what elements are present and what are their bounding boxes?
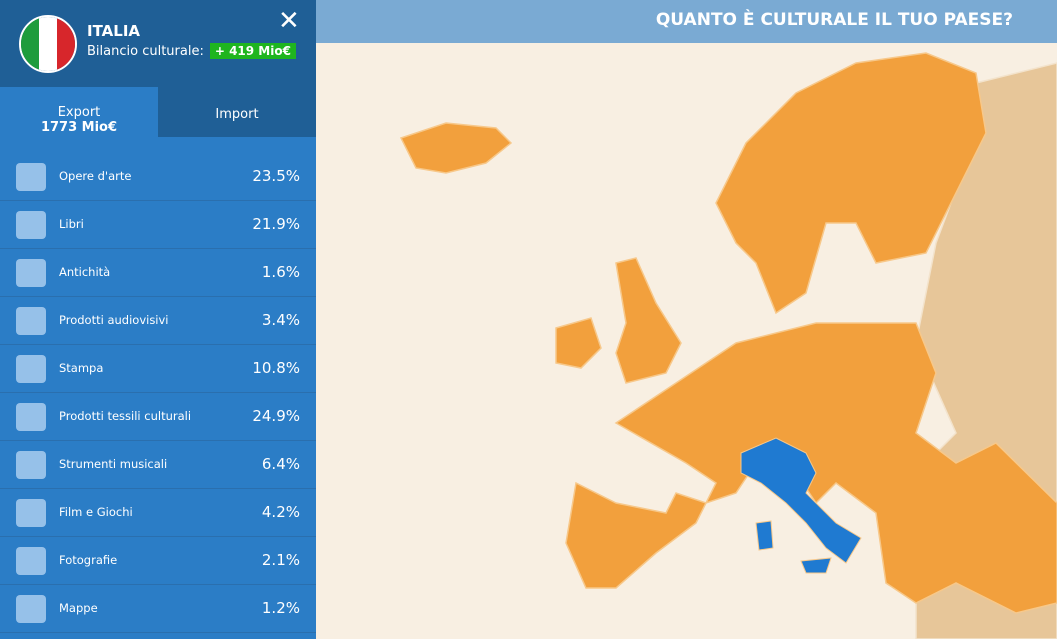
import-tab[interactable]: Import xyxy=(158,87,316,137)
category-value: 3.4% xyxy=(261,311,300,329)
category-value: 23.5% xyxy=(252,167,300,185)
title-bar: QUANTO È CULTURALE IL TUO PAESE? xyxy=(316,0,1057,43)
sicily[interactable] xyxy=(800,557,832,574)
category-label: Prodotti tessili culturali xyxy=(59,409,192,423)
balance-value: + 419 Mio€ xyxy=(209,43,296,59)
sidebar: ITALIA Bilancio culturale: + 419 Mio€ ✕ E… xyxy=(0,0,316,639)
category-icon xyxy=(16,547,46,575)
map xyxy=(399,52,1057,639)
category-value: 1.2% xyxy=(261,599,300,617)
category-label: Stampa xyxy=(59,361,104,375)
category-icon xyxy=(16,259,46,287)
category-label: Fotografie xyxy=(59,553,118,567)
category-label: Strumenti musicali xyxy=(59,457,168,471)
category-icon xyxy=(16,163,46,191)
category-row[interactable]: Prodotti tessili culturali 24.9% xyxy=(0,393,316,441)
category-row[interactable]: Libri 21.9% xyxy=(0,201,316,249)
category-value: 1.6% xyxy=(261,263,300,281)
tab-label: Export xyxy=(57,105,101,120)
category-value: 24.9% xyxy=(252,407,300,425)
italy[interactable] xyxy=(740,437,862,564)
category-icon xyxy=(16,595,46,623)
category-label: Film e Giochi xyxy=(59,505,133,519)
category-label: Antichità xyxy=(59,265,111,279)
category-label: Prodotti audiovisivi xyxy=(59,313,169,327)
category-value: 21.9% xyxy=(252,215,300,233)
category-label: Libri xyxy=(59,217,84,231)
category-value: 2.1% xyxy=(261,551,300,569)
category-row[interactable]: Mappe 1.2% xyxy=(0,585,316,633)
tab-label: Import xyxy=(215,107,259,122)
category-label: Opere d'arte xyxy=(59,169,132,183)
region xyxy=(555,317,602,369)
balance: Bilancio culturale: + 419 Mio€ xyxy=(87,43,296,59)
category-row[interactable]: Film e Giochi 4.2% xyxy=(0,489,316,537)
sardinia[interactable] xyxy=(755,520,774,551)
category-icon xyxy=(16,403,46,431)
category-icon xyxy=(16,451,46,479)
region xyxy=(715,52,987,315)
category-icon xyxy=(16,355,46,383)
category-icon xyxy=(16,307,46,335)
category-label: Mappe xyxy=(59,601,98,615)
category-icon xyxy=(16,499,46,527)
category-list: Opere d'arte 23.5% Libri 21.9% Antichità 1.6%… xyxy=(0,153,316,633)
balance-label: Bilancio culturale: xyxy=(87,44,204,59)
category-icon xyxy=(16,211,46,239)
tab-total: 1773 Mio€ xyxy=(40,120,118,135)
category-row[interactable]: Stampa 10.8% xyxy=(0,345,316,393)
category-row[interactable]: Opere d'arte 23.5% xyxy=(0,153,316,201)
export-tab[interactable]: Export 1773 Mio€ xyxy=(0,87,158,137)
category-row[interactable]: Strumenti musicali 6.4% xyxy=(0,441,316,489)
category-row[interactable]: Antichità 1.6% xyxy=(0,249,316,297)
country: ITALIA xyxy=(87,22,141,40)
category-row[interactable]: Fotografie 2.1% xyxy=(0,537,316,585)
flag xyxy=(19,15,77,73)
category-value: 4.2% xyxy=(261,503,300,521)
region xyxy=(399,122,513,174)
category-row[interactable]: Prodotti audiovisivi 3.4% xyxy=(0,297,316,345)
tabs: Export 1773 Mio€ Import xyxy=(0,87,316,137)
category-value: 6.4% xyxy=(261,455,300,473)
region xyxy=(615,257,682,384)
category-value: 10.8% xyxy=(252,359,300,377)
close-button[interactable]: ✕ xyxy=(278,6,300,36)
header: ITALIA Bilancio culturale: + 419 Mio€ ✕ xyxy=(0,0,316,87)
title: QUANTO È CULTURALE IL TUO PAESE? xyxy=(655,10,1013,30)
